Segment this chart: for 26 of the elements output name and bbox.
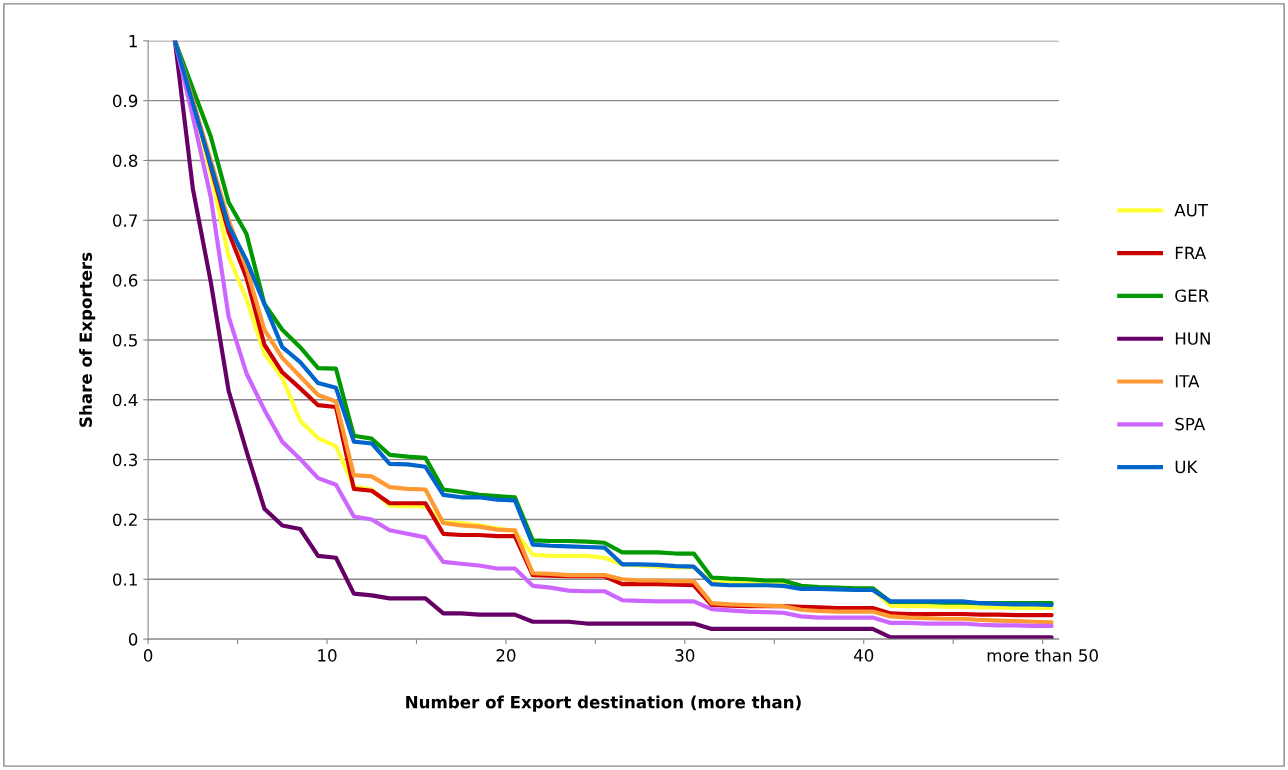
y-tick-label: 0.3 [112,453,138,467]
y-tick-label: 0.1 [112,573,137,586]
legend-label: ITA [1175,375,1200,388]
legend-label: UK [1175,460,1198,474]
x-tick-label: 40 [853,649,874,662]
legend-label: HUN [1175,332,1210,345]
x-tick-label: 0 [143,649,153,662]
x-axis-title: Number of Export destination (more than) [406,695,801,712]
y-tick-label: 0 [128,633,138,646]
y-tick-label: 0.8 [112,154,138,168]
y-tick-label: 1 [129,34,137,48]
x-tick-label: more than 50 [987,648,1098,662]
y-axis-title: Share of Exporters [79,252,96,427]
y-tick-label: 0.9 [112,94,138,108]
y-tick-label: 0.4 [112,393,138,407]
y-tick-label: 0.2 [112,513,137,527]
legend-label: SPA [1175,417,1206,431]
x-tick-label: 10 [318,649,337,662]
x-tick-label: 30 [675,649,695,662]
x-tick-label: 20 [496,649,516,662]
legend-label: AUT [1174,204,1209,217]
legend-label: FRA [1175,246,1207,259]
y-tick-label: 0.5 [112,333,137,347]
y-tick-label: 0.7 [112,214,137,227]
legend-label: GER [1175,289,1209,302]
y-tick-label: 0.6 [112,274,138,287]
